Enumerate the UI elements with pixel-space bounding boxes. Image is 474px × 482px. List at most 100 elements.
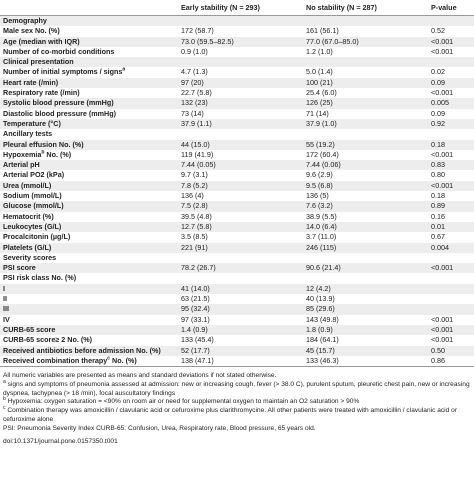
value-cell: 44 (15.0) (178, 139, 303, 150)
value-cell: 95 (32.4) (178, 304, 303, 315)
value-cell: <0.001 (428, 324, 474, 336)
label-cell: Hypoxemiab No. (%) (0, 150, 178, 160)
value-cell: 0.004 (428, 242, 474, 253)
value-cell: 25.4 (6.0) (306, 88, 337, 98)
table-row: Age (median with IQR) 73.0 (59.5–82.5) 77.… (0, 36, 474, 47)
value-cell: 0.18 (428, 139, 474, 150)
table-row: Systolic blood pressure (mmHg) 132 (23) 12… (0, 98, 474, 109)
label-cell: Number of co-morbid conditions (3, 46, 115, 56)
value-cell: 41 (14.0) (178, 283, 303, 295)
footnote-marker: c (107, 355, 111, 362)
table-body: Demography Male sex No. (%) 172 (58.7) 161 … (0, 15, 474, 368)
value-cell: 0.09 (428, 77, 474, 89)
value-cell: 0.02 (431, 67, 445, 77)
value-cell: 40 (13.9) (306, 294, 335, 304)
label-cell: Respiratory rate (/min) (3, 88, 80, 98)
label-cell: Urea (mmol/L) (0, 180, 178, 192)
value-cell: 85 (29.6) (303, 304, 428, 315)
value-cell: 0.89 (428, 201, 474, 212)
table-row: Platelets (G/L) 221 (91) 246 (115) 0.004 (0, 242, 474, 253)
label-cell: III (0, 304, 178, 315)
value-cell: 1.8 (0.9) (303, 324, 428, 336)
value-cell: 12 (4.2) (303, 283, 428, 295)
header-cell: No stability (N = 287) (303, 2, 428, 16)
table-row: Number of initial symptoms / signsa 4.7 (… (0, 67, 474, 77)
value-cell: 138 (47.1) (178, 355, 303, 368)
value-cell: 133 (45.4) (181, 335, 214, 345)
value-cell: 100 (21) (303, 77, 428, 89)
value-cell: 7.44 (0.05) (178, 160, 303, 171)
footnote: b Hypoxemia: oxygen saturation = <90% on… (3, 396, 471, 407)
label-cell: CURB-65 score≥ 2 No. (%) (3, 335, 93, 345)
label-cell: Arterial PO2 (kPa) (3, 170, 65, 180)
value-cell: 0.01 (428, 221, 474, 233)
table-row: II 63 (21.5) 40 (13.9) (0, 294, 474, 304)
label-cell: Heart rate (/min) (0, 77, 178, 89)
value-cell: 38.9 (5.5) (306, 211, 337, 221)
label-text: Number of initial symptoms / signs (3, 67, 123, 77)
header-row: Early stability (N = 293) No stability (N… (0, 2, 474, 16)
value-cell: 55 (19.2) (303, 139, 428, 150)
table-row: Temperature (°C) 37.9 (1.1) 37.9 (1.0) 0.92 (0, 118, 474, 130)
value-cell: <0.001 (431, 149, 454, 159)
value-cell: 12.7 (5.8) (178, 221, 303, 233)
label-cell: Platelets (G/L) (0, 242, 178, 253)
table-row: Severity scores (0, 253, 474, 263)
header-cell: P-value (428, 2, 474, 16)
footnote: a signs and symptoms of pneumonia assess… (3, 378, 471, 399)
value-cell: 5.0 (1.4) (306, 67, 333, 77)
footnote-text: All numeric variables are presented as m… (3, 372, 277, 380)
label-text: Received combination therapy (3, 355, 108, 365)
footnote-marker: a (3, 378, 6, 385)
table-row: Diastolic blood pressure (mmHg) 73 (14) 71… (0, 109, 474, 119)
table-row: Male sex No. (%) 172 (58.7) 161 (56.1) 0.52 (0, 26, 474, 36)
value-cell: 0.83 (428, 160, 474, 171)
value-cell: 4.7 (1.3) (181, 67, 208, 77)
value-cell: 119 (41.9) (181, 149, 214, 159)
value-cell: 0.9 (1.0) (181, 46, 208, 56)
value-cell: 136 (4) (181, 191, 204, 201)
section-heading: Clinical presentation (0, 57, 474, 68)
value-cell: 77.0 (67.0–85.0) (303, 36, 428, 47)
value-cell: 221 (91) (178, 242, 303, 253)
header-cell: Early stability (N = 293) (178, 2, 303, 16)
value-cell: 0.92 (428, 118, 474, 130)
value-cell: 126 (25) (303, 98, 428, 109)
value-cell: 7.6 (3.2) (303, 201, 428, 212)
label-text: No. (%) (112, 355, 137, 365)
footnote-marker: c (3, 405, 6, 412)
value-cell: 3.5 (8.5) (181, 232, 208, 242)
value-cell: 0.005 (428, 98, 474, 109)
value-cell: 0.52 (431, 26, 445, 36)
value-cell: 0.18 (431, 191, 445, 201)
value-cell: 73.0 (59.5–82.5) (178, 36, 303, 47)
table-row: PSI risk class No. (%) (0, 273, 474, 283)
empty-cell (428, 283, 474, 295)
value-cell: <0.001 (428, 36, 474, 47)
table-row: Received combination therapyc No. (%) 138… (0, 355, 474, 368)
label-cell: Systolic blood pressure (mmHg) (0, 98, 178, 109)
value-cell: 7.5 (2.8) (178, 201, 303, 212)
value-cell: 14.0 (6.4) (303, 221, 428, 233)
value-cell: 0.50 (428, 345, 474, 356)
value-cell: <0.001 (428, 263, 474, 274)
footnote-marker: a (122, 67, 126, 74)
table-row: Respiratory rate (/min) 22.7 (5.8) 25.4 (6… (0, 88, 474, 98)
value-cell: 37.9 (1.0) (303, 118, 428, 130)
header-cell (0, 2, 178, 16)
label-cell: Glucose (mmol/L) (0, 201, 178, 212)
footnote-marker: b (3, 396, 6, 403)
value-cell: 0.86 (428, 355, 474, 368)
value-cell: 39.5 (4.8) (181, 211, 212, 221)
label-cell: II (3, 294, 7, 304)
table-row: Number of co-morbid conditions 0.9 (1.0) 1… (0, 47, 474, 57)
value-cell: 52 (17.7) (178, 345, 303, 356)
table-row: Arterial PO2 (kPa) 9.7 (3.1) 9.6 (2.9) 0.80 (0, 170, 474, 180)
value-cell: 7.44 (0.06) (303, 160, 428, 171)
table-row: Leukocytes (G/L) 12.7 (5.8) 14.0 (6.4) 0.01 (0, 221, 474, 233)
label-cell: Pleural effusion No. (%) (0, 139, 178, 150)
value-cell: 78.2 (26.7) (178, 263, 303, 274)
value-cell: 73 (14) (181, 108, 204, 118)
value-cell: 97 (20) (178, 77, 303, 89)
value-cell: 161 (56.1) (306, 26, 339, 36)
